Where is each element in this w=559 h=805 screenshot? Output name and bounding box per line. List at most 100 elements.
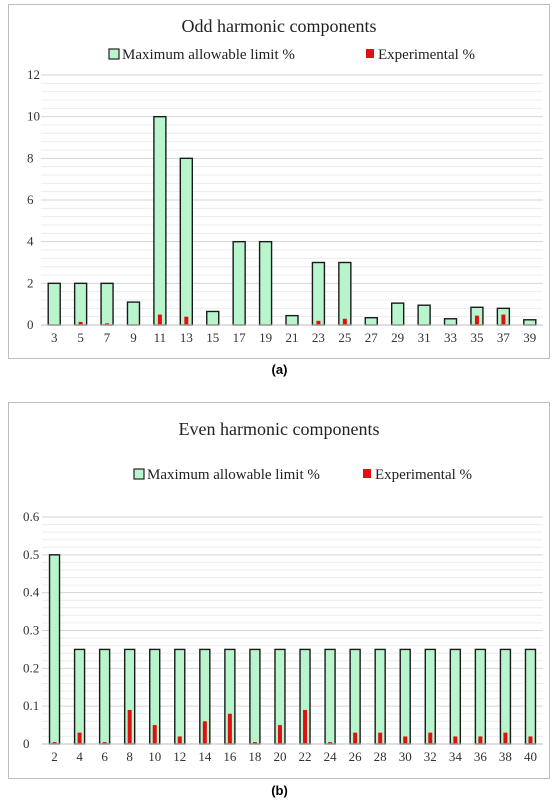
bar-limit-30 — [399, 648, 411, 745]
x-tick-label: 32 — [424, 749, 437, 764]
bar-experimental-38 — [503, 732, 508, 744]
bar-limit-29 — [390, 302, 405, 326]
legend-label-limit: Maximum allowable limit % — [147, 467, 320, 483]
bar-experimental-7 — [105, 323, 110, 325]
legend-swatch-experimental — [363, 469, 371, 478]
bar-limit-39 — [523, 319, 537, 326]
bar-limit-11 — [153, 115, 167, 326]
x-tick-label: 27 — [365, 330, 379, 345]
bar-limit-21 — [285, 314, 299, 326]
caption-a: (a) — [271, 362, 288, 377]
y-tick-label: 0.1 — [23, 698, 39, 713]
bar-experimental-35 — [474, 315, 479, 325]
bar-limit-13 — [179, 157, 194, 326]
bar-limit-18 — [249, 648, 261, 745]
x-tick-label: 14 — [198, 749, 212, 764]
bar-limit-28 — [374, 648, 386, 745]
bar-limit-7 — [100, 282, 114, 326]
bar-experimental-12 — [177, 736, 182, 744]
bar-experimental-10 — [152, 725, 157, 744]
y-tick-label: 0 — [27, 317, 34, 332]
chart-panel-odd: Odd harmonic components Maximum allowable… — [8, 4, 550, 359]
bar-limit-33 — [443, 318, 458, 326]
bar-experimental-23 — [316, 320, 321, 325]
x-tick-label: 5 — [77, 330, 84, 345]
bar-experimental-5 — [78, 321, 83, 325]
legend-swatch-limit — [133, 468, 145, 480]
bar-limit-6 — [98, 648, 111, 745]
bar-experimental-28 — [378, 732, 383, 744]
bar-limit-9 — [126, 301, 141, 326]
x-tick-label: 39 — [523, 330, 536, 345]
bar-experimental-36 — [478, 736, 483, 744]
x-tick-label: 29 — [391, 330, 404, 345]
bar-experimental-6 — [102, 742, 107, 744]
bar-limit-36 — [474, 648, 487, 745]
x-tick-label: 3 — [51, 330, 58, 345]
bar-experimental-37 — [501, 314, 506, 325]
bar-experimental-34 — [453, 736, 458, 744]
bar-experimental-25 — [342, 318, 347, 325]
x-tick-label: 37 — [497, 330, 511, 345]
y-tick-label: 12 — [27, 67, 40, 82]
x-tick-label: 8 — [126, 749, 133, 764]
bar-limit-27 — [364, 317, 378, 326]
bar-limit-40 — [524, 648, 537, 745]
x-tick-label: 13 — [180, 330, 193, 345]
x-tick-label: 40 — [524, 749, 537, 764]
x-tick-label: 12 — [173, 749, 186, 764]
bar-experimental-20 — [277, 725, 282, 744]
bar-experimental-14 — [202, 721, 207, 744]
bar-experimental-18 — [252, 742, 257, 744]
bar-experimental-22 — [303, 709, 308, 744]
x-tick-label: 26 — [349, 749, 363, 764]
bar-experimental-40 — [528, 736, 533, 744]
bar-experimental-11 — [157, 314, 162, 325]
bar-limit-3 — [47, 282, 61, 326]
bar-experimental-16 — [227, 713, 232, 744]
x-tick-label: 24 — [324, 749, 338, 764]
y-tick-label: 2 — [27, 275, 34, 290]
legend-label-experimental: Experimental % — [378, 47, 475, 63]
y-tick-label: 0 — [23, 736, 30, 751]
x-tick-label: 19 — [259, 330, 272, 345]
bar-limit-24 — [324, 648, 336, 745]
chart-title: Odd harmonic components — [182, 16, 377, 36]
x-tick-label: 17 — [233, 330, 247, 345]
bar-limit-31 — [417, 304, 431, 326]
x-tick-label: 36 — [474, 749, 488, 764]
y-tick-label: 0.3 — [23, 623, 39, 638]
y-tick-label: 4 — [27, 234, 34, 249]
bar-experimental-32 — [428, 732, 433, 744]
bar-limit-19 — [258, 240, 273, 326]
bar-experimental-13 — [184, 316, 189, 325]
bar-limit-34 — [449, 648, 462, 745]
x-tick-label: 15 — [206, 330, 219, 345]
x-tick-label: 11 — [154, 330, 167, 345]
caption-b: (b) — [271, 783, 288, 798]
y-tick-label: 0.4 — [23, 585, 40, 600]
bar-limit-23 — [311, 261, 326, 326]
x-tick-label: 6 — [101, 749, 108, 764]
x-tick-label: 4 — [76, 749, 83, 764]
x-tick-label: 10 — [148, 749, 161, 764]
x-tick-label: 18 — [248, 749, 261, 764]
bar-limit-26 — [349, 648, 361, 745]
x-tick-label: 33 — [444, 330, 457, 345]
x-tick-label: 20 — [273, 749, 286, 764]
bar-limit-2 — [48, 554, 61, 745]
y-tick-label: 10 — [27, 109, 40, 124]
bar-limit-4 — [73, 648, 86, 745]
bar-limit-17 — [232, 240, 246, 326]
bar-limit-25 — [338, 261, 352, 326]
x-tick-label: 22 — [299, 749, 312, 764]
y-tick-label: 0.6 — [23, 509, 40, 524]
legend-swatch-experimental — [366, 49, 374, 58]
x-tick-label: 21 — [286, 330, 299, 345]
y-tick-label: 0.5 — [23, 547, 39, 562]
x-tick-label: 25 — [338, 330, 351, 345]
y-tick-label: 0.2 — [23, 660, 39, 675]
y-tick-label: 8 — [27, 150, 34, 165]
y-tick-label: 6 — [27, 192, 34, 207]
x-tick-label: 9 — [130, 330, 137, 345]
